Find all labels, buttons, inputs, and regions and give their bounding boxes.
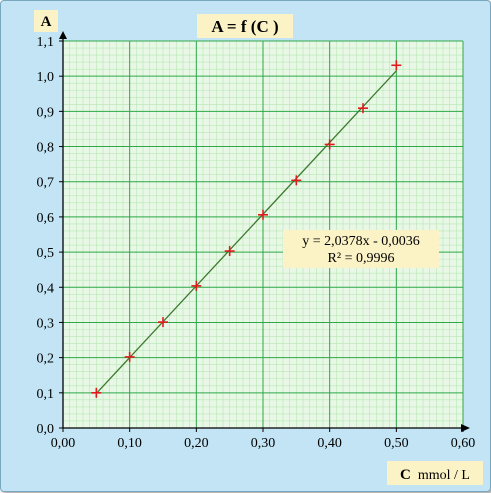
x-tick-label: 0,50 <box>384 436 409 451</box>
y-tick-labels: 0,0 0,1 0,2 0,3 0,4 0,5 0,6 0,7 0,8 0,9 1,0 1,1 <box>37 35 55 437</box>
x-axis-label: C mmol / L <box>400 466 470 483</box>
data-point <box>291 175 302 186</box>
trendline <box>95 70 397 394</box>
x-tick-label: 0,00 <box>51 436 76 451</box>
y-tick-label: 0,3 <box>37 316 55 331</box>
x-tick-label: 0,40 <box>317 436 342 451</box>
trendline-equation: y = 2,0378x - 0,0036 <box>302 234 420 249</box>
y-tick-label: 0,7 <box>37 176 55 191</box>
y-tick-label: 0,5 <box>37 246 55 261</box>
y-axis-label: A <box>41 14 52 30</box>
x-tick-label: 0,30 <box>251 436 276 451</box>
y-tick-label: 0,1 <box>37 387 55 402</box>
data-markers <box>91 60 402 398</box>
x-tick-label: 0,20 <box>184 436 209 451</box>
data-point <box>324 139 335 150</box>
y-axis-label-box <box>34 10 58 32</box>
x-tick-label: 0,60 <box>451 436 476 451</box>
y-tick-label: 1,0 <box>37 70 55 85</box>
x-tick-labels: 0,00 0,10 0,20 0,30 0,40 0,50 0,60 <box>51 436 476 451</box>
data-point <box>358 103 368 114</box>
y-tick-label: 0,2 <box>37 352 55 367</box>
data-point <box>158 317 168 328</box>
y-tick-label: 0,6 <box>37 211 55 226</box>
x-axis-arrow <box>461 424 470 432</box>
data-point <box>124 351 135 362</box>
axes <box>59 31 470 432</box>
data-point <box>391 60 402 71</box>
data-point <box>191 280 202 291</box>
y-tick-label: 1,1 <box>37 35 55 50</box>
y-tick-label: 0,9 <box>37 105 55 120</box>
data-point <box>224 246 235 257</box>
x-axis-label-box <box>387 461 483 485</box>
title-box <box>197 14 293 38</box>
trendline-equation-box <box>283 230 439 268</box>
y-tick-label: 0,4 <box>37 281 55 296</box>
x-axis-label-unit: mmol / L <box>418 468 470 483</box>
chart-title: A = f (C ) <box>211 17 278 36</box>
trendline-group <box>95 70 397 394</box>
y-axis-arrow <box>59 31 67 39</box>
trendline-r2: R² = 0,9996 <box>328 251 395 266</box>
y-tick-label: 0,8 <box>37 141 55 156</box>
data-point <box>91 387 102 398</box>
x-tick-label: 0,10 <box>117 436 142 451</box>
data-point <box>258 209 268 220</box>
y-tick-label: 0,0 <box>37 422 55 437</box>
x-axis-label-variable: C <box>400 467 411 483</box>
